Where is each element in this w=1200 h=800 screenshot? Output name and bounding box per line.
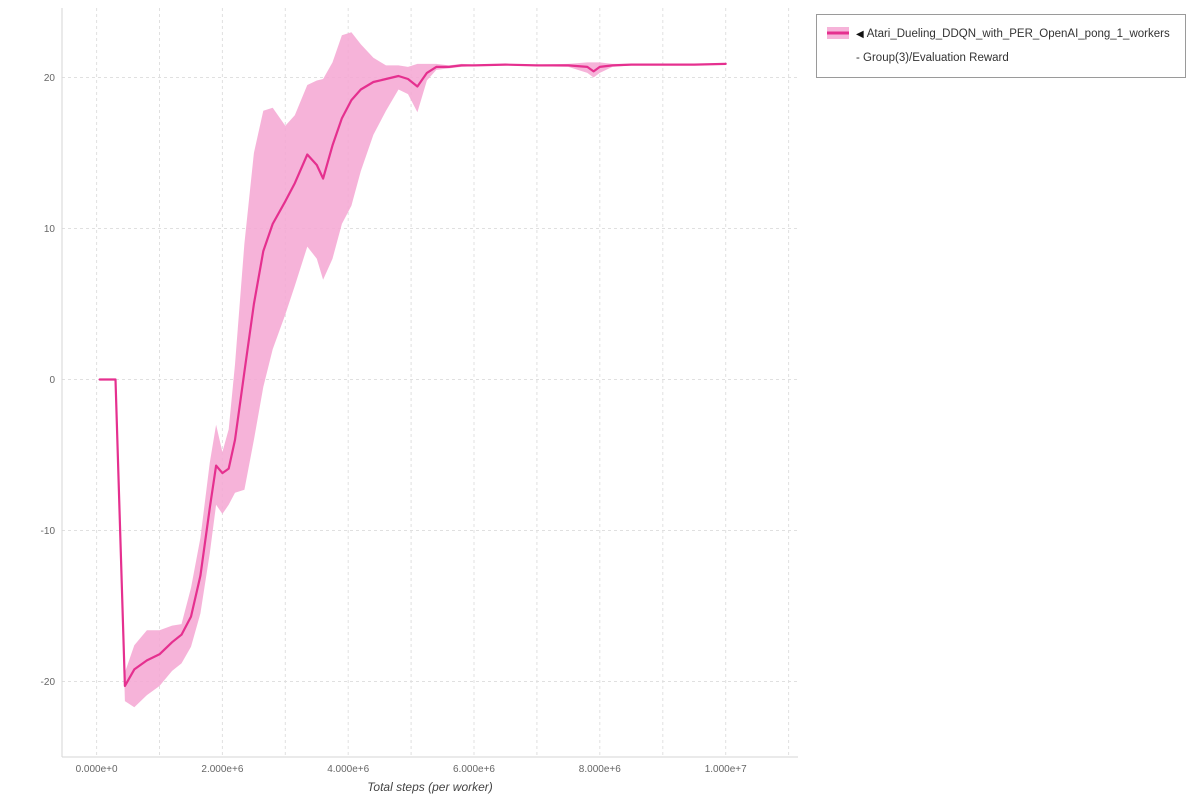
legend-label: ◀ Atari_Dueling_DDQN_with_PER_OpenAI_pong… — [856, 22, 1175, 70]
legend-swatch-icon — [827, 27, 849, 39]
legend: ◀ Atari_Dueling_DDQN_with_PER_OpenAI_pong… — [816, 14, 1186, 79]
x-tick-label: 4.000e+6 — [327, 764, 369, 775]
legend-label-text: Atari_Dueling_DDQN_with_PER_OpenAI_pong_… — [856, 28, 1170, 65]
chart-svg: 0.000e+0 2.000e+6 4.000e+6 6.000e+6 8.000e+6… — [41, 8, 798, 775]
y-tick-label: -20 — [41, 677, 56, 688]
x-tick-label: 6.000e+6 — [453, 764, 495, 775]
x-tick-label: 0.000e+0 — [76, 764, 118, 775]
chart-area: 0.000e+0 2.000e+6 4.000e+6 6.000e+6 8.000e+6… — [41, 8, 798, 794]
mean-line — [98, 62, 727, 688]
x-tick-label: 8.000e+6 — [579, 764, 621, 775]
y-tick-label: -10 — [41, 526, 56, 537]
legend-marker-icon: ◀ — [856, 29, 864, 40]
y-tick-label: 0 — [49, 375, 55, 386]
legend-item[interactable]: ◀ Atari_Dueling_DDQN_with_PER_OpenAI_pong… — [827, 22, 1175, 70]
y-tick-label: 10 — [44, 224, 56, 235]
x-axis-title: Total steps (per worker) — [367, 780, 493, 794]
y-tick-label: 20 — [44, 73, 56, 84]
x-tick-label: 2.000e+6 — [201, 764, 243, 775]
x-tick-label: 1.000e+7 — [705, 764, 747, 775]
confidence-band — [99, 32, 726, 708]
